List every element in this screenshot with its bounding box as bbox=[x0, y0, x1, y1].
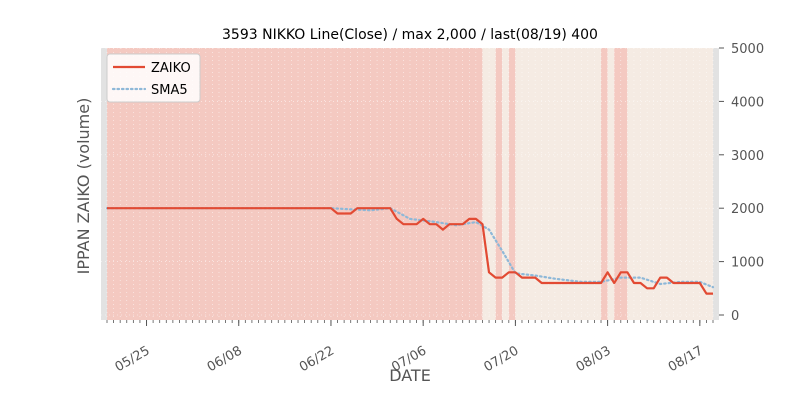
band-light bbox=[515, 48, 602, 320]
y-tick-label: 2000 bbox=[731, 202, 764, 217]
y-tick-label: 0 bbox=[731, 309, 739, 324]
y-tick-label: 5000 bbox=[731, 42, 764, 57]
y-axis: 0 1000 2000 3000 4000 5000 bbox=[719, 42, 764, 324]
x-tick-label: 06/08 bbox=[205, 343, 245, 375]
y-tick-label: 4000 bbox=[731, 95, 764, 110]
band-red bbox=[508, 48, 516, 320]
band-gray bbox=[713, 48, 719, 320]
chart-title: 3593 NIKKO Line(Close) / max 2,000 / las… bbox=[222, 27, 598, 43]
series-lines bbox=[105, 207, 715, 295]
band-red bbox=[495, 48, 503, 320]
x-tick-label: 08/03 bbox=[574, 343, 614, 375]
x-tick-label: 06/22 bbox=[297, 343, 337, 375]
legend-label-sma5: SMA5 bbox=[151, 83, 188, 98]
y-tick-label: 1000 bbox=[731, 256, 764, 271]
y-tick-label: 3000 bbox=[731, 149, 764, 164]
x-tick-label: 08/17 bbox=[666, 343, 706, 375]
band-red bbox=[601, 48, 608, 320]
background-bands bbox=[101, 48, 719, 320]
x-axis-label: DATE bbox=[389, 366, 431, 385]
legend-label-zaiko: ZAIKO bbox=[151, 61, 191, 76]
band-light bbox=[502, 48, 509, 320]
band-light bbox=[607, 48, 615, 320]
band-gray bbox=[101, 48, 107, 320]
legend: ZAIKO SMA5 bbox=[106, 53, 201, 103]
series-line-zaiko bbox=[107, 207, 713, 295]
grid-lines bbox=[101, 47, 719, 320]
x-tick-label: 05/25 bbox=[113, 343, 153, 375]
x-tick-label: 07/20 bbox=[481, 343, 521, 375]
y-axis-label: IPPAN ZAIKO (volume) bbox=[74, 98, 93, 275]
band-light bbox=[627, 48, 713, 320]
